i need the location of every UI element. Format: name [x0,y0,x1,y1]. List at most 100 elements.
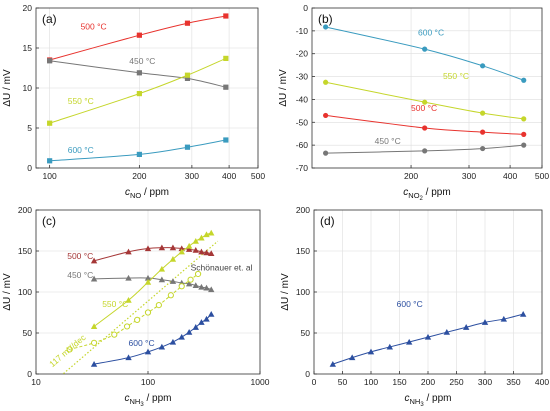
series-2 [90,229,215,329]
x-tick-label: 250 [449,377,463,387]
y-axis-label: ΔU / mV [2,69,13,107]
series-1 [90,274,215,293]
plot-area [329,310,527,367]
data-point [111,331,118,338]
data-point [125,248,132,255]
data-point [198,319,205,325]
x-tick-label: 100 [141,377,155,387]
data-point [208,229,215,236]
data-point [192,246,199,253]
y-tick-label: 50 [301,328,311,338]
data-point [462,324,470,330]
series-0 [329,310,527,367]
data-point [329,360,337,367]
plot-area [62,229,219,374]
data-point [223,84,229,90]
data-point [178,245,185,252]
series-label: 600 °C [397,299,423,309]
x-tick-label: 1000 [251,377,270,387]
data-point [169,338,177,345]
data-point [521,142,527,148]
data-point [223,137,229,143]
data-point [144,245,152,252]
data-point [184,20,191,26]
series-line [325,144,524,154]
series-line [49,60,226,88]
data-point [178,333,185,340]
data-point [185,246,193,252]
data-point [185,328,193,335]
panel-label: (c) [42,214,56,228]
data-point [443,328,451,335]
data-point [480,145,486,152]
data-point [178,248,185,255]
x-tick-label: 300 [185,171,199,181]
data-point [424,333,432,340]
data-point [47,58,53,64]
y-tick-label: 100 [296,287,310,297]
y-tick-label: 15 [23,43,33,53]
data-point [208,310,215,317]
reference-line [62,240,219,374]
series-label: Schönauer et. al [191,263,253,273]
series-2 [47,55,229,126]
data-point [158,343,166,350]
data-point [386,343,394,350]
x-tick-label: 500 [535,171,549,181]
data-point [184,72,191,78]
y-tick-label: 5 [27,123,32,133]
series-label: 500 °C [411,103,437,113]
x-tick-label: 300 [478,377,492,387]
data-point [323,24,329,30]
data-point [422,125,428,131]
x-axis-label: cNO2 / ppm [403,187,450,202]
data-point [223,13,229,19]
plot-area [323,24,527,156]
y-tick-label: -60 [296,140,309,150]
data-point [192,324,199,330]
y-tick-label: 150 [18,246,32,256]
data-point [203,231,210,238]
data-point [480,110,486,116]
y-axis-label: ΔU / mV [280,273,291,311]
data-point [405,338,413,345]
x-tick-label: 150 [392,377,406,387]
series-line [49,57,227,124]
data-point [144,274,152,281]
data-point [323,79,329,85]
data-point [158,276,166,283]
series-line [325,26,524,81]
data-point [192,282,199,288]
y-tick-label: -10 [296,26,309,36]
data-point [223,55,229,61]
data-point [185,280,193,287]
panel-label: (b) [318,12,333,26]
data-point [422,99,428,105]
data-point [198,283,205,290]
x-axis-label: cNH3 / ppm [125,393,172,408]
plot-area [47,13,229,164]
series-label: 500 °C [67,251,93,261]
data-point [198,248,205,255]
data-point [348,354,356,361]
data-point [158,244,166,251]
data-point [367,348,375,355]
x-tick-label: 400 [222,171,236,181]
y-tick-label: -30 [296,72,309,82]
series-3 [323,142,527,156]
data-point [521,131,527,137]
series-3 [47,137,229,164]
data-point [169,244,177,251]
data-point [480,63,486,69]
data-point [184,75,191,81]
x-tick-label: 100 [43,171,57,181]
data-point [169,278,177,284]
y-axis-label: ΔU / mV [2,273,13,311]
series-label: 450 °C [129,56,155,66]
data-point [47,158,53,164]
y-tick-label: -20 [296,49,309,59]
series-line [49,139,226,162]
data-point [203,284,210,291]
series-line [325,114,524,135]
